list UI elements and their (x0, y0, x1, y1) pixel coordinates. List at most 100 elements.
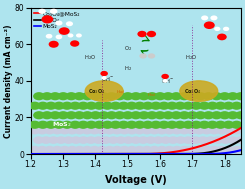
Ellipse shape (33, 92, 45, 100)
Ellipse shape (37, 102, 49, 110)
Ellipse shape (215, 102, 226, 110)
Ellipse shape (190, 102, 202, 110)
Ellipse shape (41, 92, 53, 100)
Ellipse shape (86, 121, 97, 129)
Ellipse shape (29, 146, 40, 153)
Ellipse shape (118, 121, 129, 129)
Ellipse shape (216, 146, 227, 153)
Ellipse shape (49, 41, 59, 48)
Ellipse shape (201, 15, 208, 20)
Ellipse shape (77, 121, 89, 129)
Ellipse shape (162, 92, 174, 100)
Ellipse shape (76, 33, 82, 38)
Ellipse shape (231, 102, 243, 110)
Ellipse shape (86, 136, 96, 144)
Text: O$_2$: O$_2$ (123, 44, 132, 53)
Ellipse shape (41, 15, 53, 23)
Ellipse shape (82, 146, 93, 153)
Ellipse shape (162, 111, 174, 119)
Ellipse shape (175, 136, 186, 144)
Ellipse shape (45, 121, 57, 129)
Ellipse shape (82, 111, 93, 119)
Ellipse shape (33, 136, 44, 144)
Ellipse shape (90, 92, 101, 100)
Ellipse shape (201, 127, 212, 134)
Ellipse shape (209, 127, 220, 134)
Ellipse shape (137, 31, 147, 37)
Ellipse shape (98, 111, 110, 119)
Ellipse shape (235, 111, 245, 119)
Ellipse shape (50, 9, 58, 14)
Ellipse shape (215, 121, 226, 129)
Ellipse shape (56, 136, 66, 144)
Ellipse shape (49, 111, 61, 119)
Ellipse shape (68, 33, 74, 38)
Ellipse shape (134, 121, 146, 129)
Ellipse shape (122, 111, 134, 119)
Ellipse shape (134, 102, 146, 110)
Ellipse shape (97, 146, 108, 153)
Ellipse shape (212, 136, 223, 144)
Ellipse shape (29, 102, 41, 110)
Ellipse shape (195, 92, 206, 100)
Ellipse shape (71, 136, 81, 144)
Text: H$_2$: H$_2$ (123, 64, 132, 73)
Ellipse shape (214, 27, 220, 31)
Ellipse shape (59, 127, 70, 134)
Ellipse shape (89, 146, 100, 153)
Ellipse shape (224, 146, 235, 153)
Ellipse shape (198, 102, 210, 110)
Ellipse shape (97, 127, 108, 134)
Ellipse shape (182, 121, 194, 129)
Ellipse shape (186, 127, 197, 134)
Ellipse shape (154, 111, 166, 119)
Ellipse shape (94, 102, 105, 110)
Ellipse shape (104, 127, 115, 134)
Ellipse shape (149, 146, 160, 153)
Ellipse shape (106, 111, 118, 119)
Ellipse shape (69, 121, 81, 129)
Ellipse shape (118, 102, 129, 110)
Ellipse shape (180, 81, 218, 101)
Ellipse shape (166, 102, 178, 110)
Ellipse shape (150, 121, 162, 129)
Ellipse shape (126, 127, 137, 134)
Ellipse shape (148, 53, 155, 59)
Ellipse shape (235, 136, 245, 144)
Ellipse shape (101, 121, 113, 129)
Ellipse shape (57, 92, 69, 100)
Ellipse shape (141, 146, 152, 153)
Ellipse shape (56, 35, 62, 39)
Ellipse shape (138, 136, 149, 144)
Ellipse shape (138, 92, 150, 100)
Ellipse shape (235, 92, 245, 100)
Ellipse shape (156, 146, 167, 153)
Ellipse shape (122, 92, 134, 100)
Ellipse shape (115, 136, 126, 144)
Ellipse shape (182, 102, 194, 110)
Ellipse shape (29, 121, 41, 129)
Ellipse shape (179, 127, 190, 134)
Ellipse shape (82, 92, 93, 100)
Ellipse shape (231, 127, 242, 134)
Ellipse shape (48, 136, 59, 144)
Ellipse shape (37, 127, 48, 134)
Ellipse shape (179, 146, 190, 153)
Ellipse shape (89, 127, 100, 134)
Ellipse shape (223, 102, 234, 110)
Ellipse shape (65, 111, 77, 119)
Ellipse shape (61, 121, 73, 129)
Ellipse shape (111, 127, 122, 134)
Ellipse shape (49, 92, 61, 100)
Ellipse shape (207, 121, 218, 129)
Ellipse shape (134, 146, 145, 153)
Ellipse shape (93, 136, 104, 144)
Ellipse shape (130, 136, 141, 144)
Ellipse shape (170, 92, 182, 100)
Ellipse shape (209, 146, 220, 153)
Ellipse shape (210, 15, 218, 20)
Ellipse shape (114, 92, 126, 100)
Ellipse shape (77, 102, 89, 110)
Ellipse shape (126, 146, 137, 153)
Ellipse shape (110, 102, 121, 110)
